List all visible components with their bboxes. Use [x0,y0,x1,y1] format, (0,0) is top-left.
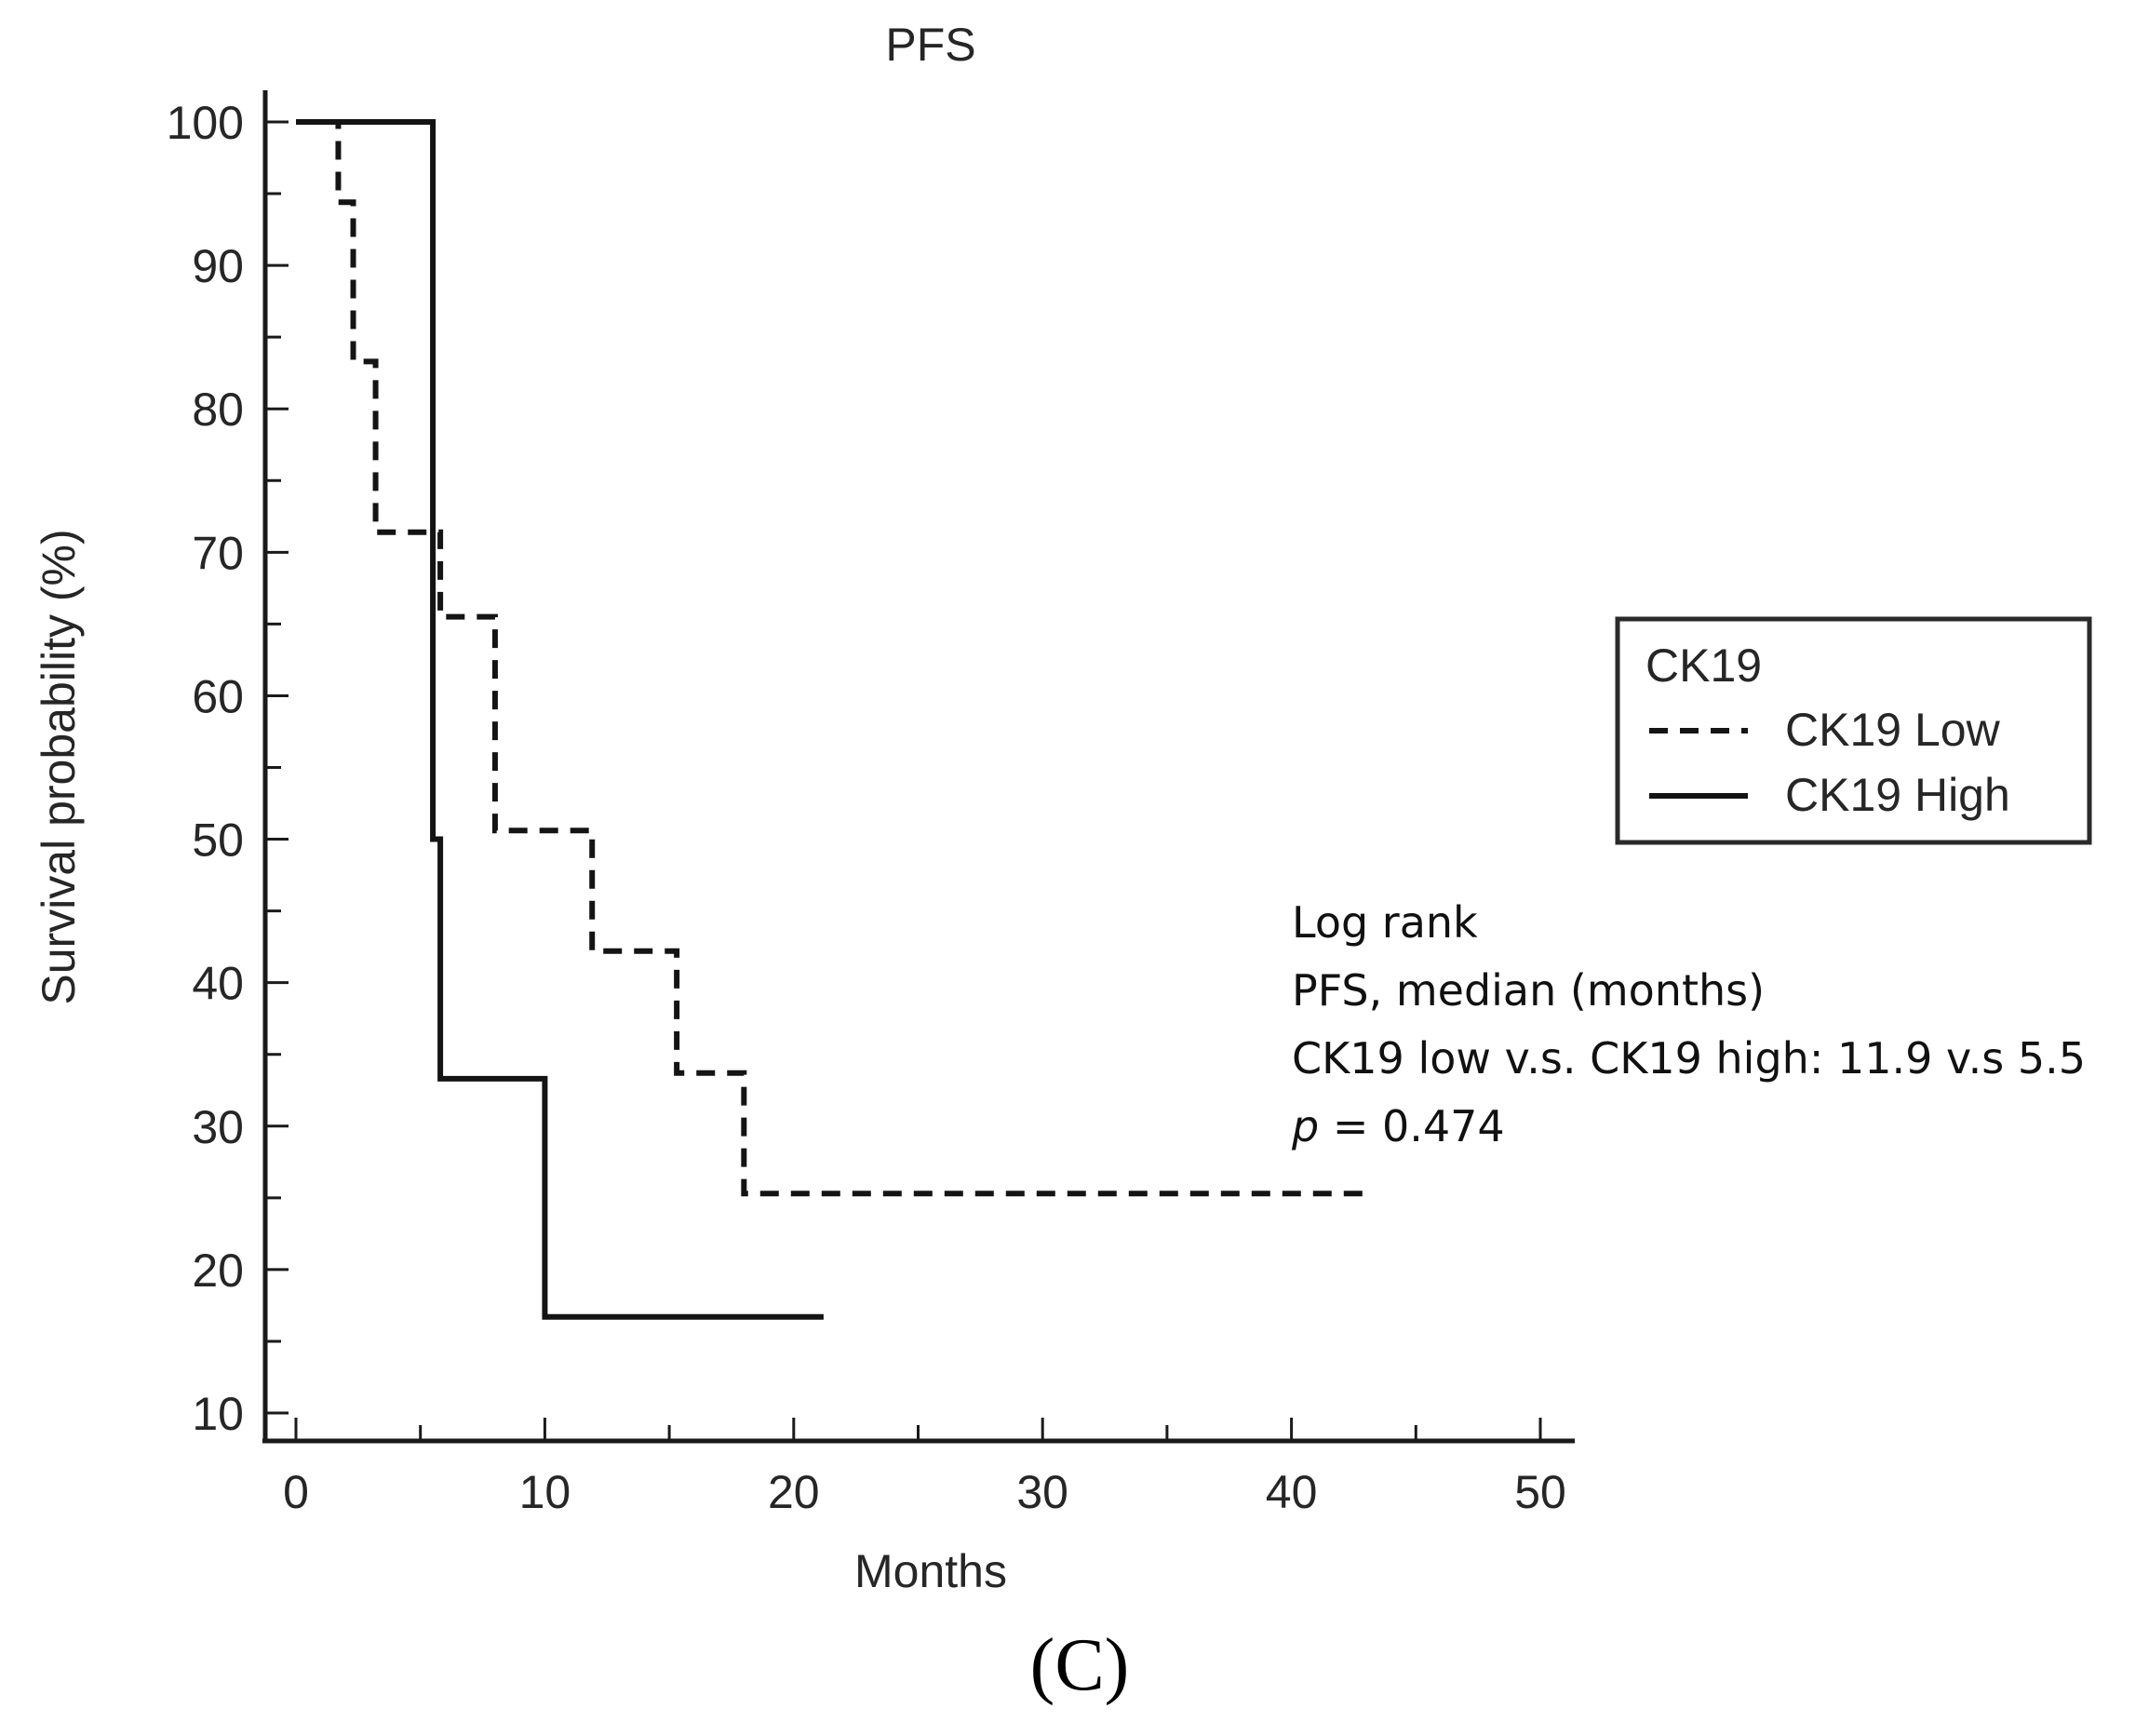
annotation-log-rank: Log rank [1292,897,1478,948]
y-tick-label-60: 60 [192,670,244,722]
x-tick-label-40: 40 [1266,1466,1318,1518]
y-tick-label-40: 40 [192,958,244,1010]
annotation-pfs-median: PFS, median (months) [1292,965,1765,1016]
x-axis-label: Months [854,1545,1007,1597]
legend-label-ck19-low: CK19 Low [1785,704,2001,756]
panel-label: (C) [1030,1624,1130,1706]
y-tick-label-30: 30 [192,1101,244,1153]
x-tick-label-50: 50 [1514,1466,1566,1518]
x-tick-label-10: 10 [519,1466,571,1518]
annotation-p-value: p = 0.474 [1291,1101,1505,1151]
annotation-p-symbol: p [1291,1101,1319,1151]
legend-title: CK19 [1645,639,1762,692]
y-tick-label-90: 90 [192,240,244,292]
y-tick-label-10: 10 [192,1388,244,1440]
annotation-comparison: CK19 low v.s. CK19 high: 11.9 v.s 5.5 [1292,1033,2086,1083]
y-ticks: 10 20 30 40 50 60 70 80 90 100 [167,97,289,1440]
y-axis-label: Survival probability (%) [33,529,85,1004]
y-tick-label-70: 70 [192,527,244,579]
y-tick-label-20: 20 [192,1245,244,1297]
x-ticks: 0 10 20 30 40 50 [283,1418,1566,1518]
y-tick-label-80: 80 [192,384,244,436]
y-tick-label-50: 50 [192,814,244,867]
y-tick-label-100: 100 [167,97,244,149]
legend-label-ck19-high: CK19 High [1785,769,2010,821]
x-tick-label-0: 0 [283,1466,309,1518]
chart-title: PFS [885,19,975,71]
series-ck19-low-curve [296,119,1372,1197]
annotation-p-rest: = 0.474 [1319,1101,1504,1151]
x-tick-label-20: 20 [768,1466,820,1518]
annotation: Log rank PFS, median (months) CK19 low v… [1291,897,2086,1151]
x-tick-label-30: 30 [1016,1466,1068,1518]
legend: CK19 CK19 Low CK19 High [1615,616,2092,845]
series-ck19-high-curve [296,119,824,1320]
